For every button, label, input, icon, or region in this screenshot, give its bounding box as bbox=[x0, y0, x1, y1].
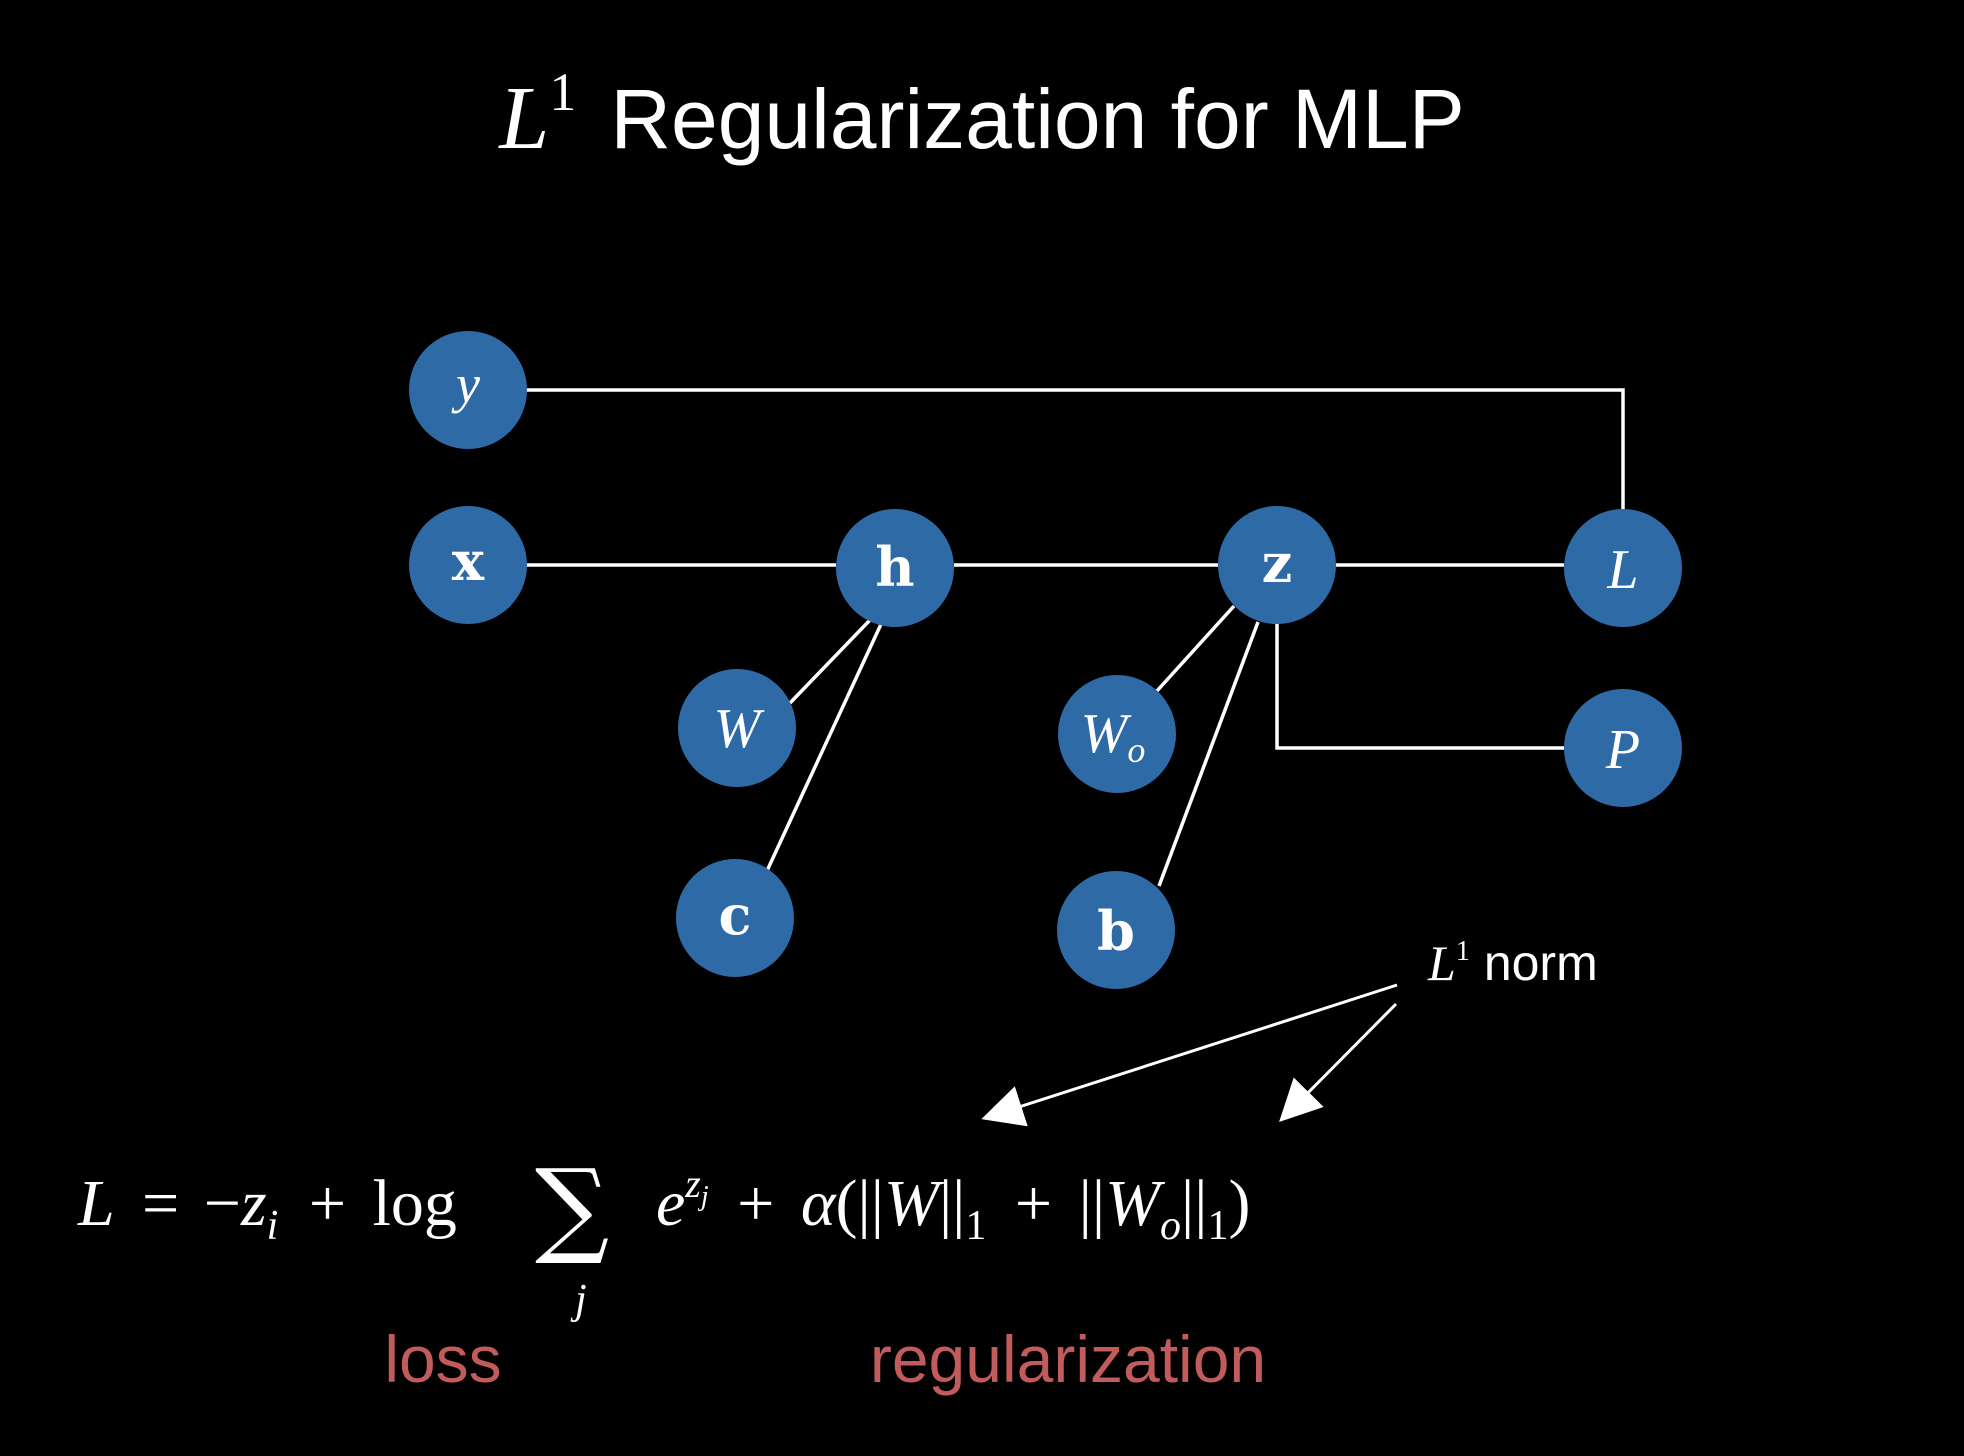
formula-sum: ∑ bbox=[535, 1146, 609, 1268]
edge-h-W bbox=[788, 618, 872, 705]
edge-z-b bbox=[1157, 621, 1260, 887]
formula-exp-sub: j bbox=[698, 1181, 709, 1212]
formula-equals: = bbox=[142, 1167, 179, 1240]
formula-zi: z bbox=[240, 1167, 267, 1240]
node-b: b bbox=[1057, 871, 1175, 989]
node-z: z bbox=[1218, 506, 1336, 624]
node-P-label: P bbox=[1605, 719, 1640, 781]
formula-lhs: L bbox=[77, 1167, 114, 1240]
loss-formula: L = −zi + log ∑ j ezj + α(||W||1 + ||Wo|… bbox=[77, 1146, 1250, 1323]
formula-Wo: W bbox=[1105, 1167, 1165, 1240]
formula-open-paren: ( bbox=[836, 1167, 858, 1240]
graph-nodes: y x h z L W c Wo bbox=[409, 331, 1682, 989]
regularization-label: regularization bbox=[870, 1322, 1266, 1396]
formula-W: W bbox=[884, 1167, 944, 1240]
formula-e: e bbox=[656, 1167, 685, 1240]
node-y-label: y bbox=[451, 354, 480, 414]
formula-bars-4: || bbox=[1181, 1167, 1207, 1240]
formula-zi-sub: i bbox=[267, 1203, 279, 1249]
node-y: y bbox=[409, 331, 527, 449]
node-Wo-sub: o bbox=[1127, 730, 1145, 770]
node-z-label: z bbox=[1262, 531, 1293, 595]
formula-norm-sub-1: 1 bbox=[965, 1203, 986, 1249]
node-P-circle bbox=[1564, 689, 1682, 807]
formula-exp-z: z bbox=[684, 1161, 701, 1206]
formula-main: L = −zi + log bbox=[77, 1167, 457, 1254]
title-superscript: 1 bbox=[549, 62, 576, 122]
node-Wo-label: Wo bbox=[1081, 703, 1146, 770]
edge-h-c bbox=[764, 621, 884, 874]
node-W-label: W bbox=[714, 698, 765, 760]
edge-y-L bbox=[526, 388, 1625, 510]
node-L: L bbox=[1564, 509, 1682, 627]
formula-plus-1: + bbox=[309, 1167, 346, 1240]
node-L-circle bbox=[1564, 509, 1682, 627]
node-Wo: Wo bbox=[1058, 675, 1176, 793]
formula-log: log bbox=[373, 1167, 457, 1240]
l1-norm-annotation: L1 norm bbox=[1427, 935, 1598, 991]
node-b-label: b bbox=[1097, 899, 1135, 963]
node-h: h bbox=[836, 509, 954, 627]
node-x-label: x bbox=[452, 529, 485, 593]
formula-plus-3: + bbox=[1015, 1167, 1052, 1240]
node-x-circle bbox=[409, 506, 527, 624]
loss-label: loss bbox=[384, 1322, 501, 1396]
title-text: Regularization for MLP bbox=[610, 72, 1464, 166]
formula-bars-2: || bbox=[939, 1167, 965, 1240]
formula-alpha: α bbox=[801, 1167, 837, 1240]
node-h-label: h bbox=[875, 535, 914, 599]
arrow-to-W-norm bbox=[981, 983, 1398, 1127]
formula-sum-index: j bbox=[570, 1277, 587, 1323]
annotation-superscript: 1 bbox=[1456, 936, 1470, 967]
formula-Wo-sub: o bbox=[1160, 1203, 1181, 1249]
formula-close-paren: ) bbox=[1228, 1167, 1250, 1240]
node-W: W bbox=[678, 669, 796, 787]
node-b-circle bbox=[1057, 871, 1175, 989]
node-c-circle bbox=[676, 859, 794, 977]
title-symbol: L bbox=[497, 69, 549, 168]
edge-z-Wo bbox=[1154, 604, 1236, 694]
node-P: P bbox=[1564, 689, 1682, 807]
annotation-symbol: L bbox=[1427, 935, 1456, 991]
node-c-label: c bbox=[719, 883, 752, 947]
annotation-text: norm bbox=[1484, 935, 1598, 991]
formula-bars-3: || bbox=[1079, 1167, 1105, 1240]
node-W-circle bbox=[678, 669, 796, 787]
node-L-label: L bbox=[1606, 539, 1638, 601]
formula-plus-2: + bbox=[737, 1167, 774, 1240]
edge-z-P bbox=[1275, 622, 1564, 750]
node-Wo-circle bbox=[1058, 675, 1176, 793]
graph-edges bbox=[526, 388, 1625, 887]
slide-title: L1 Regularization for MLP bbox=[497, 62, 1464, 168]
formula-rest: ezj + α(||W||1 + ||Wo||1) bbox=[656, 1147, 1250, 1254]
node-c: c bbox=[676, 859, 794, 977]
formula-minus: − bbox=[204, 1167, 241, 1240]
node-h-circle bbox=[836, 509, 954, 627]
node-z-circle bbox=[1218, 506, 1336, 624]
node-x: x bbox=[409, 506, 527, 624]
formula-bars-1: || bbox=[858, 1167, 884, 1240]
arrow-to-Wo-norm bbox=[1279, 1002, 1398, 1122]
node-y-circle bbox=[409, 331, 527, 449]
node-Wo-main: W bbox=[1081, 703, 1132, 765]
formula-norm-sub-2: 1 bbox=[1207, 1203, 1228, 1249]
